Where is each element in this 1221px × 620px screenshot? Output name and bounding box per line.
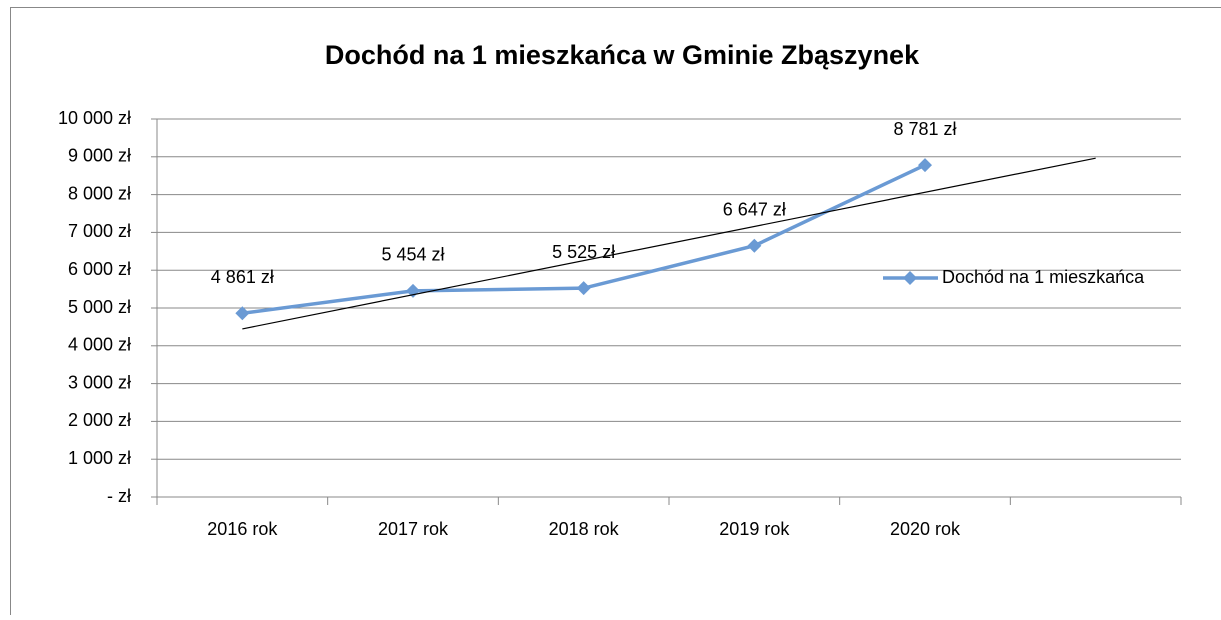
y-tick-label: 2 000 zł xyxy=(68,410,131,430)
y-tick-label: - zł xyxy=(107,486,131,506)
y-tick-label: 5 000 zł xyxy=(68,297,131,317)
x-tick-label: 2020 rok xyxy=(890,519,961,539)
x-tick-label: 2017 rok xyxy=(378,519,449,539)
y-tick-label: 9 000 zł xyxy=(68,146,131,166)
y-tick-label: 1 000 zł xyxy=(68,448,131,468)
y-tick-label: 8 000 zł xyxy=(68,183,131,203)
x-tick-label: 2016 rok xyxy=(207,519,278,539)
y-tick-label: 4 000 zł xyxy=(68,335,131,355)
x-tick-label: 2018 rok xyxy=(549,519,620,539)
data-label: 4 861 zł xyxy=(211,267,274,287)
chart-title: Dochód na 1 mieszkańca w Gminie Zbąszyne… xyxy=(325,40,920,70)
data-label: 5 454 zł xyxy=(381,245,444,265)
y-tick-label: 3 000 zł xyxy=(68,372,131,392)
x-tick-label: 2019 rok xyxy=(719,519,790,539)
y-tick-label: 10 000 zł xyxy=(58,108,131,128)
data-label: 6 647 zł xyxy=(723,199,786,219)
y-tick-label: 6 000 zł xyxy=(68,259,131,279)
legend-label: Dochód na 1 mieszkańca xyxy=(942,267,1145,287)
data-label: 8 781 zł xyxy=(893,119,956,139)
data-label: 5 525 zł xyxy=(552,242,615,262)
y-tick-label: 7 000 zł xyxy=(68,221,131,241)
